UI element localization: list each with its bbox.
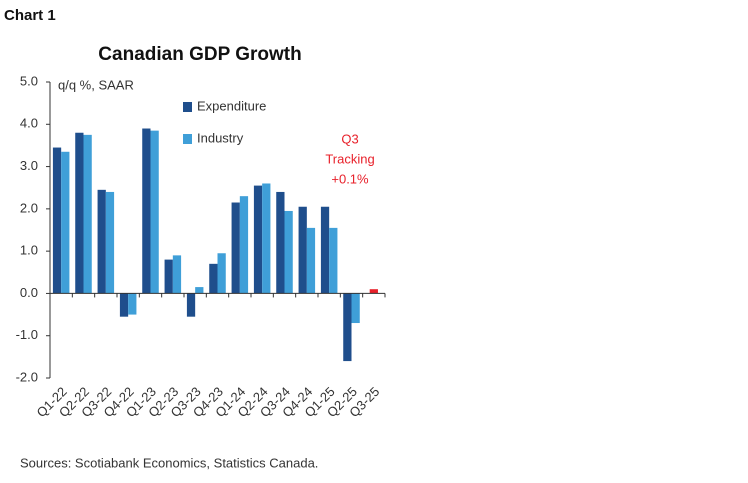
bar: [75, 132, 84, 294]
y-tick-label: 0.0: [20, 285, 38, 300]
bar: [231, 202, 240, 294]
bar: [276, 191, 285, 294]
legend-label: Expenditure: [197, 98, 266, 113]
bar: [262, 183, 271, 294]
bar: [97, 189, 106, 294]
bar: [164, 259, 173, 294]
source: Sources: Scotiabank Economics, Statistic…: [20, 455, 318, 470]
chart-title: Canadian GDP Growth: [98, 44, 301, 65]
bar: [150, 130, 159, 294]
bar: [83, 134, 92, 294]
y-tick-label: 3.0: [20, 158, 38, 173]
y-tick-label: -1.0: [16, 327, 38, 342]
y-tick-label: -2.0: [16, 369, 38, 384]
y-tick-label: 4.0: [20, 116, 38, 131]
bar: [119, 293, 129, 317]
bar: [351, 293, 360, 324]
bar: [105, 191, 115, 294]
bar: [298, 206, 307, 294]
bar: [239, 196, 249, 294]
legend-swatch: [183, 134, 192, 144]
tracking-bar: [369, 289, 378, 294]
tracking-label: +0.1%: [331, 171, 369, 186]
bar: [61, 151, 70, 294]
tracking-label: Q3: [341, 131, 358, 146]
tracking-label: Tracking: [325, 151, 374, 166]
y-tick-label: 5.0: [20, 73, 38, 88]
y-axis-label: q/q %, SAAR: [58, 77, 134, 92]
bar: [186, 293, 196, 317]
bar: [195, 287, 204, 294]
bar: [284, 210, 293, 294]
bar: [320, 206, 330, 294]
bar: [52, 147, 62, 294]
bar: [253, 185, 263, 294]
legend-label: Industry: [197, 130, 244, 145]
bar: [329, 227, 338, 294]
y-tick-label: 2.0: [20, 200, 38, 215]
chart-label: Chart 1: [4, 7, 56, 24]
bar: [172, 255, 182, 294]
bar: [343, 293, 352, 362]
bar: [217, 253, 226, 294]
bar: [128, 293, 137, 315]
bar: [306, 227, 316, 294]
bar: [209, 263, 218, 294]
bar: [142, 128, 151, 294]
y-tick-label: 1.0: [20, 243, 38, 258]
legend-swatch: [183, 102, 192, 112]
